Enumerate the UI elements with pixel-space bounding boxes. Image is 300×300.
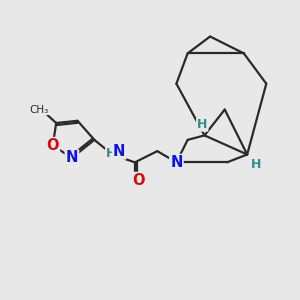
Text: CH₃: CH₃ <box>30 105 49 115</box>
Text: N: N <box>113 144 125 159</box>
Text: H: H <box>106 147 116 160</box>
Text: O: O <box>46 138 59 153</box>
Text: H: H <box>251 158 261 171</box>
Text: O: O <box>132 173 145 188</box>
Text: N: N <box>66 150 78 165</box>
Text: H: H <box>197 118 207 131</box>
Text: N: N <box>170 155 183 170</box>
